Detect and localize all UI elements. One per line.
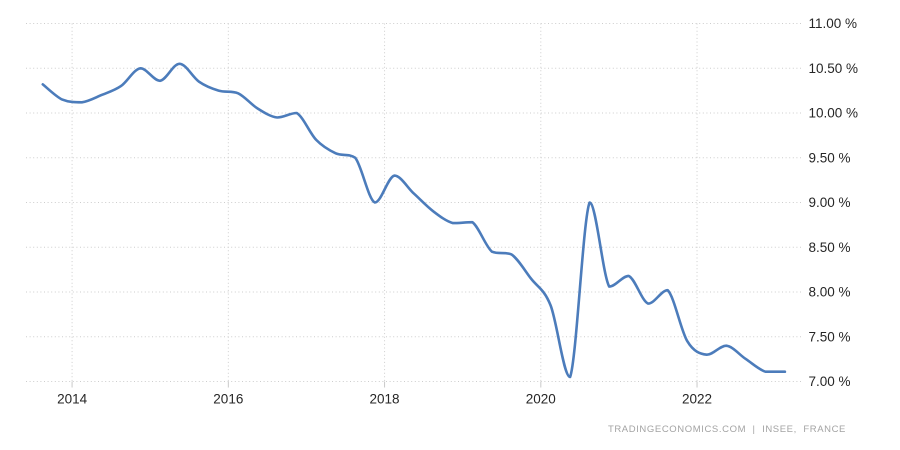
x-axis-label: 2014 <box>57 392 88 407</box>
x-axis-label: 2016 <box>213 392 243 407</box>
y-axis-label: 9.00 % <box>809 195 851 210</box>
y-axis-label: 8.50 % <box>809 240 851 255</box>
y-axis-label: 11.00 % <box>809 16 858 31</box>
source-watermark: TRADINGECONOMICS.COM | INSEE, FRANCE <box>607 424 846 435</box>
x-axis-label: 2022 <box>682 392 712 407</box>
y-axis-label: 10.50 % <box>809 61 859 76</box>
x-axis-label: 2018 <box>370 392 400 407</box>
y-axis-label: 10.00 % <box>809 106 859 121</box>
y-axis-label: 7.00 % <box>809 374 851 389</box>
y-axis-label: 9.50 % <box>809 150 851 165</box>
y-axis-label: 7.50 % <box>809 329 851 344</box>
y-axis-label: 8.00 % <box>809 285 851 300</box>
series-line <box>41 62 787 379</box>
x-axis-label: 2020 <box>526 392 556 407</box>
